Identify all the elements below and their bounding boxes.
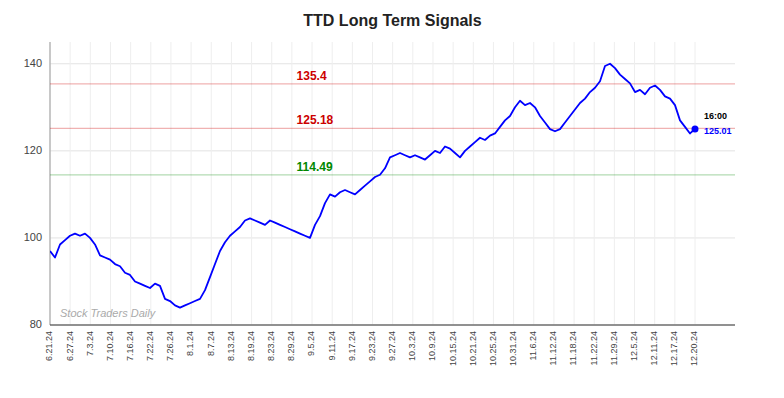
- x-grid-line: [231, 42, 232, 325]
- x-tick-label: 7.16.24: [125, 331, 135, 361]
- end-dot: [692, 126, 699, 133]
- x-grid-line: [594, 42, 595, 325]
- y-grid-line: [50, 325, 735, 326]
- grid: [50, 42, 735, 325]
- x-tick-label: 7.10.24: [105, 331, 115, 361]
- x-grid-line: [392, 42, 393, 325]
- reference-line: [50, 83, 735, 84]
- x-grid-line: [70, 42, 71, 325]
- x-tick-label: 9.5.24: [306, 331, 316, 356]
- x-grid-line: [533, 42, 534, 325]
- x-tick-label: 9.23.24: [367, 331, 377, 361]
- x-grid-line: [574, 42, 575, 325]
- x-tick-label: 7.26.24: [165, 331, 175, 361]
- y-tick-label: 140: [24, 57, 42, 69]
- x-tick-label: 10.3.24: [407, 331, 417, 361]
- price-line: [50, 64, 695, 308]
- x-axis-line: [50, 324, 735, 325]
- x-tick-label: 8.1.24: [185, 331, 195, 356]
- x-grid-line: [130, 42, 131, 325]
- x-grid-line: [50, 42, 51, 325]
- x-tick-label: 8.19.24: [246, 331, 256, 361]
- x-tick-label: 10.15.24: [448, 331, 458, 366]
- x-grid-line: [251, 42, 252, 325]
- x-tick-label: 12.11.24: [649, 331, 659, 365]
- x-grid-line: [614, 42, 615, 325]
- x-tick-label: 11.18.24: [568, 331, 578, 365]
- x-tick-label: 10.25.24: [488, 331, 498, 366]
- x-grid-line: [674, 42, 675, 325]
- x-tick-label: 7.22.24: [145, 331, 155, 361]
- series: [50, 64, 699, 308]
- x-tick-label: 6.27.24: [65, 331, 75, 361]
- reference-label: 135.4: [297, 69, 327, 83]
- x-grid-line: [695, 42, 696, 325]
- x-tick-label: 12.20.24: [689, 331, 699, 366]
- x-grid-line: [453, 42, 454, 325]
- reference-label: 125.18: [297, 113, 334, 127]
- x-tick-label: 11.12.24: [548, 331, 558, 365]
- x-tick-label: 8.13.24: [226, 331, 236, 361]
- x-grid-line: [291, 42, 292, 325]
- y-axis-line: [50, 42, 51, 325]
- x-grid-line: [352, 42, 353, 325]
- x-grid-line: [634, 42, 635, 325]
- title: TTD Long Term Signals: [303, 12, 481, 29]
- x-tick-label: 8.29.24: [286, 331, 296, 361]
- x-tick-label: 9.17.24: [347, 331, 357, 361]
- x-grid-line: [432, 42, 433, 325]
- x-grid-line: [372, 42, 373, 325]
- x-grid-line: [493, 42, 494, 325]
- x-tick-label: 10.9.24: [427, 331, 437, 361]
- end-time-label: 16:00: [704, 111, 727, 121]
- x-tick-label: 9.11.24: [327, 331, 337, 360]
- x-tick-label: 12.5.24: [629, 331, 639, 361]
- x-grid-line: [513, 42, 514, 325]
- x-grid-line: [473, 42, 474, 325]
- x-tick-label: 12.17.24: [669, 331, 679, 366]
- x-grid-line: [412, 42, 413, 325]
- x-tick-label: 11.29.24: [609, 331, 619, 365]
- x-grid-line: [553, 42, 554, 325]
- x-tick-label: 9.27.24: [387, 331, 397, 361]
- reference-lines: [50, 84, 735, 175]
- watermark: Stock Traders Daily: [60, 307, 157, 319]
- y-tick-label: 120: [24, 144, 42, 156]
- x-tick-label: 11.22.24: [589, 331, 599, 365]
- x-grid-line: [110, 42, 111, 325]
- reference-label: 114.49: [297, 160, 333, 174]
- x-tick-label: 6.21.24: [44, 331, 54, 361]
- x-grid-line: [191, 42, 192, 325]
- reference-line: [50, 174, 735, 175]
- x-tick-label: 11.6.24: [528, 331, 538, 360]
- x-tick-label: 8.7.24: [206, 331, 216, 356]
- x-tick-label: 7.3.24: [85, 331, 95, 356]
- x-grid-line: [150, 42, 151, 325]
- x-grid-line: [332, 42, 333, 325]
- chart: TTD Long Term Signals 80 100 120 140 6.21.24 6…: [0, 0, 784, 398]
- x-tick-label: 8.23.24: [266, 331, 276, 361]
- x-tick-label: 10.21.24: [468, 331, 478, 366]
- x-grid-line: [654, 42, 655, 325]
- x-grid-line: [90, 42, 91, 325]
- x-grid-line: [211, 42, 212, 325]
- y-tick-label: 80: [30, 318, 42, 330]
- x-tick-label: 10.31.24: [508, 331, 518, 366]
- x-grid-line: [312, 42, 313, 325]
- reference-line: [50, 128, 735, 129]
- x-grid-line: [170, 42, 171, 325]
- x-grid-line: [271, 42, 272, 325]
- end-price-label: 125.01: [704, 126, 732, 136]
- y-tick-label: 100: [24, 231, 42, 243]
